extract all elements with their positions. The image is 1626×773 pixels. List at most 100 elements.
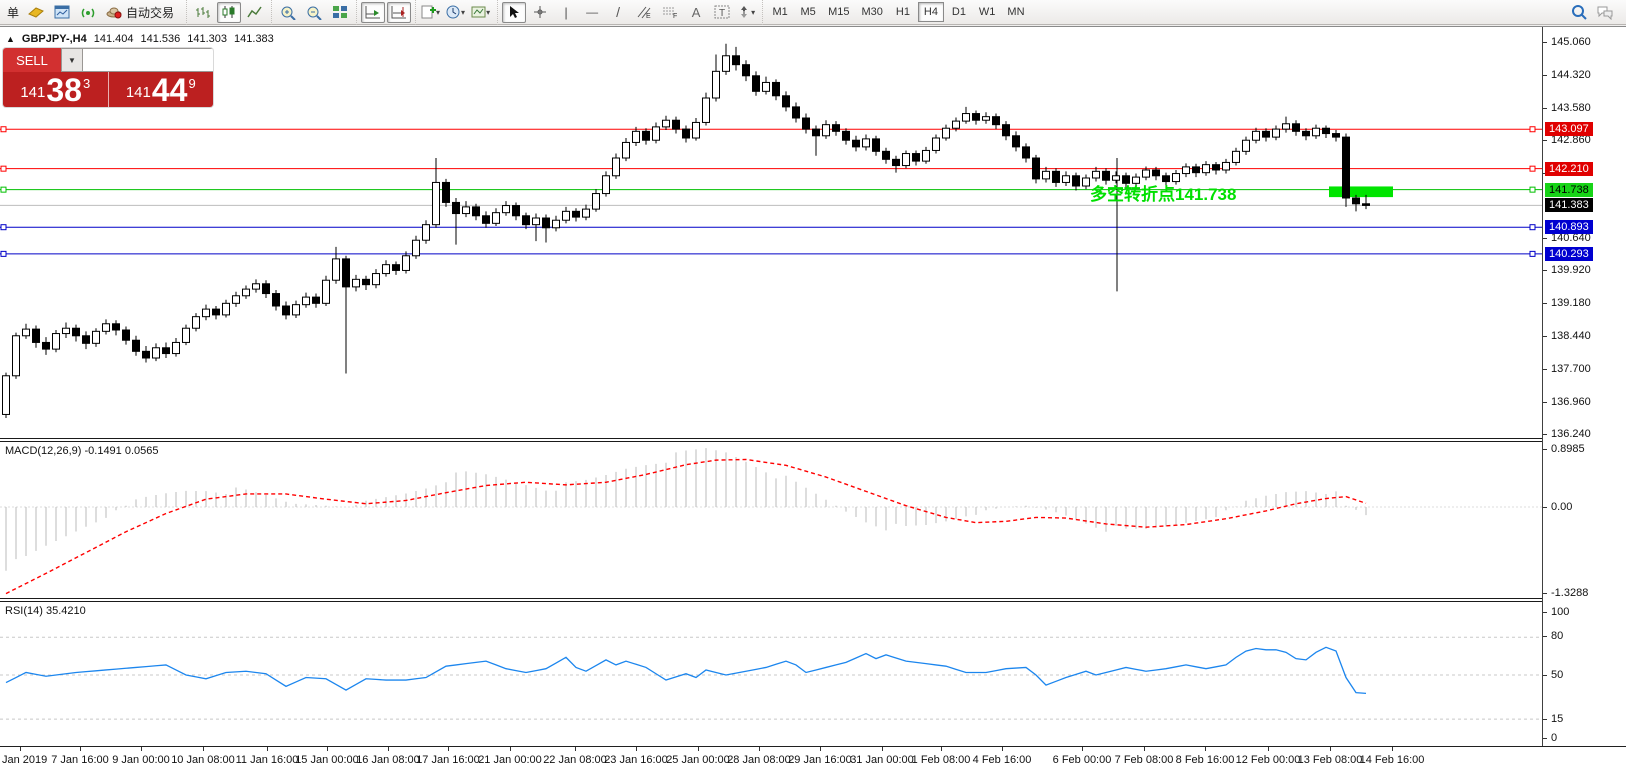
timeframe-m15[interactable]: M15 <box>828 6 850 18</box>
bar-chart-icon[interactable] <box>191 2 215 23</box>
candlestick-chart-icon[interactable] <box>217 1 242 23</box>
time-tick-mark <box>80 747 81 751</box>
price-badge-141.383: 141.383 <box>1545 198 1593 213</box>
support-line-140293-handle-left[interactable] <box>0 250 7 257</box>
timeframe-mn[interactable]: MN <box>1007 6 1025 18</box>
tile-windows-icon[interactable] <box>328 2 352 23</box>
signals-icon[interactable] <box>76 2 100 23</box>
candle-bull <box>632 130 640 143</box>
candle-bear <box>1122 175 1130 184</box>
candle-bear <box>452 201 460 215</box>
resistance-line-143097-handle-left[interactable] <box>0 126 7 133</box>
templates-button[interactable]: ▾ <box>470 2 493 23</box>
time-axis-label: 12 Feb 00:00 <box>1235 754 1301 766</box>
buy-price[interactable]: 141 44 9 <box>108 72 213 107</box>
candle-bull <box>192 316 200 329</box>
axis-tick-mark <box>1543 402 1547 403</box>
text-label-tool[interactable]: T <box>710 2 734 23</box>
periods-dropdown-icon[interactable]: ▾ <box>461 7 466 17</box>
pivot-rectangle-object[interactable] <box>1329 186 1393 198</box>
search-icon[interactable] <box>1567 2 1591 23</box>
timeframe-h1[interactable]: H1 <box>895 6 910 18</box>
support-line-140293-handle-right[interactable] <box>1529 250 1536 257</box>
support-line-140893-handle-right[interactable] <box>1529 224 1536 231</box>
horizontal-line-tool[interactable]: — <box>586 5 599 19</box>
candle-bull <box>172 341 180 355</box>
trendline-tool[interactable]: / <box>616 4 621 20</box>
rsi-pane[interactable] <box>0 602 1542 745</box>
main-price-pane[interactable]: 多空转折点141.738 <box>0 28 1542 438</box>
equidistant-channel-tool[interactable]: E <box>632 2 656 23</box>
timeframe-w1[interactable]: W1 <box>978 6 996 18</box>
axis-tick-mark <box>1543 107 1547 109</box>
cursor-tool-icon[interactable] <box>502 1 527 23</box>
quote-symbol: GBPJPY-,H4 <box>21 33 87 45</box>
sell-price[interactable]: 141 38 3 <box>3 72 109 107</box>
timeframe-m30[interactable]: M30 <box>861 6 883 18</box>
candle-bull <box>252 283 260 290</box>
candle-bull <box>592 193 600 210</box>
rsi-indicator-label: RSI(14) 35.4210 <box>5 605 86 617</box>
support-line-140893-handle-left[interactable] <box>0 224 7 231</box>
resistance-line-142210-handle-left[interactable] <box>0 165 7 172</box>
rsi-tick-15: 15 <box>1551 713 1564 725</box>
autotrading-button[interactable]: 自动交易 <box>102 2 182 23</box>
line-chart-icon[interactable] <box>243 2 267 23</box>
volume-decrease-button[interactable]: ▼ <box>61 48 83 72</box>
axis-tick-mark <box>1543 270 1547 272</box>
price-axis[interactable]: 145.060144.320143.580142.860142.120140.6… <box>1542 27 1626 747</box>
axis-tick-mark <box>1543 139 1547 141</box>
pivot-annotation-text[interactable]: 多空转折点141.738 <box>1090 184 1236 204</box>
candle-bull <box>322 279 330 304</box>
periods-button[interactable]: ▾ <box>445 2 468 23</box>
time-axis-label: 11 Jan 16:00 <box>235 754 299 766</box>
axis-tick-mark <box>1543 719 1547 720</box>
timeframe-d1[interactable]: D1 <box>951 6 966 18</box>
auto-scroll-icon[interactable] <box>361 1 386 23</box>
timeframe-m5[interactable]: M5 <box>800 6 816 18</box>
profiles-icon[interactable] <box>50 2 74 23</box>
text-tool[interactable]: A <box>691 4 701 20</box>
candle-bull <box>662 119 670 128</box>
pivot-line-141738-handle-left[interactable] <box>0 186 7 193</box>
chat-icon[interactable] <box>1593 2 1617 23</box>
pane-splitter-macd[interactable] <box>0 438 1626 442</box>
candle-bear <box>342 258 350 288</box>
candle-bull <box>582 208 590 218</box>
new-order-button[interactable]: 单 <box>7 5 20 20</box>
candle-bull <box>222 302 230 316</box>
arrows-tool[interactable]: ▾ <box>736 2 758 23</box>
time-axis-label: 31 Jan 00:00 <box>850 754 914 766</box>
timeframe-m1[interactable]: M1 <box>772 6 788 18</box>
zoom-in-icon[interactable] <box>276 2 300 23</box>
pane-splitter-rsi[interactable] <box>0 598 1626 602</box>
arrows-dropdown-icon[interactable]: ▾ <box>751 7 756 17</box>
indicators-button[interactable]: ▾ <box>420 2 443 23</box>
resistance-line-143097-handle-right[interactable] <box>1529 126 1536 133</box>
sell-price-big: 38 <box>46 72 82 107</box>
macd-pane[interactable] <box>0 442 1542 598</box>
zoom-out-icon[interactable] <box>302 2 326 23</box>
indicators-dropdown-icon[interactable]: ▾ <box>436 7 441 17</box>
sell-price-base: 141 <box>20 84 46 101</box>
templates-dropdown-icon[interactable]: ▾ <box>486 7 491 17</box>
buy-price-base: 141 <box>125 84 151 101</box>
pivot-line-141738-handle-right[interactable] <box>1529 186 1536 193</box>
crosshair-tool-icon[interactable] <box>528 2 552 23</box>
fibonacci-tool[interactable]: F <box>658 2 682 23</box>
sell-price-pip: 3 <box>82 76 91 91</box>
volume-input[interactable] <box>83 48 213 72</box>
candle-bull <box>502 205 510 214</box>
time-axis-label: 10 Jan 08:00 <box>171 754 235 766</box>
chart-shift-icon[interactable] <box>387 1 412 23</box>
sell-button[interactable]: SELL <box>3 48 61 72</box>
time-tick-mark <box>388 747 389 751</box>
candle-bear <box>212 308 220 316</box>
candle-bull <box>1112 175 1120 181</box>
candle-bear <box>72 327 80 337</box>
charts-gold-icon[interactable] <box>24 2 48 23</box>
timeframe-h4[interactable]: H4 <box>917 2 944 22</box>
resistance-line-142210-handle-right[interactable] <box>1529 165 1536 172</box>
vertical-line-tool[interactable]: | <box>564 4 568 20</box>
